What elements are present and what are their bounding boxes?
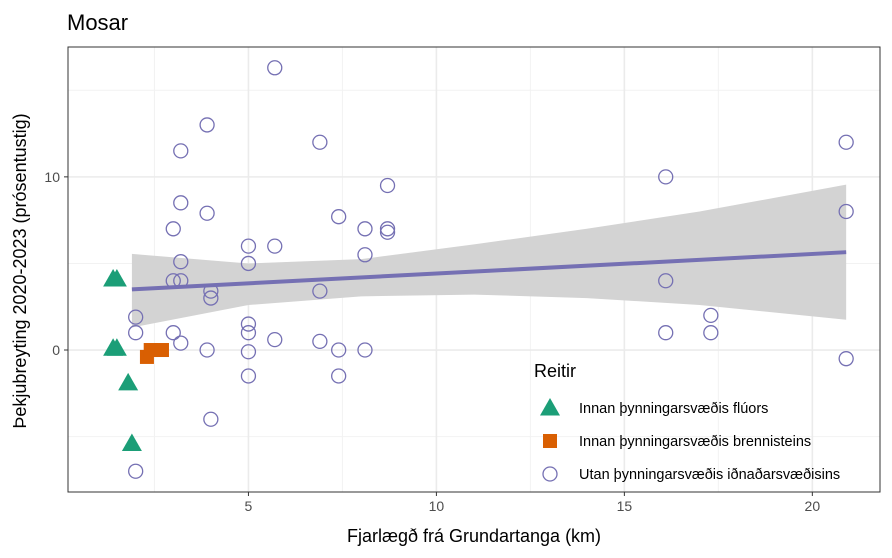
point-series-3 [199, 342, 215, 358]
point-series-3 [165, 325, 181, 341]
chart-title: Mosar [67, 10, 128, 35]
point-series-3 [240, 238, 257, 254]
legend-label-3: Utan þynningarsvæðis iðnaðarsvæðisins [579, 467, 840, 483]
point-series-3 [240, 325, 257, 341]
point-series-3 [312, 333, 328, 350]
point-series-3 [203, 283, 219, 299]
point-series-3 [838, 203, 854, 220]
point-series-3 [658, 273, 674, 289]
point-series-3 [240, 316, 257, 332]
point-series-3 [173, 195, 189, 211]
point-series-3 [379, 224, 396, 240]
point-series-3 [331, 342, 347, 358]
point-series-3 [267, 60, 283, 76]
point-series-3 [128, 463, 144, 479]
point-series-2 [154, 343, 169, 358]
point-series-1 [121, 433, 142, 452]
y-tick-label: 10 [44, 169, 60, 185]
x-axis-label: Fjarlægð frá Grundartanga (km) [347, 526, 601, 546]
point-series-3 [312, 283, 328, 299]
point-series-3 [658, 325, 674, 341]
point-series-3 [838, 134, 854, 150]
data-points [103, 60, 854, 479]
point-series-3 [331, 368, 347, 384]
point-series-3 [199, 205, 215, 221]
trend-line [131, 250, 847, 292]
plot-border [67, 46, 881, 493]
point-series-3 [240, 368, 257, 384]
point-series-2 [143, 343, 158, 358]
y-axis-label: Þekjubreyting 2020-2023 (prósentustig) [10, 113, 30, 428]
point-series-3 [379, 177, 396, 194]
point-series-3 [173, 273, 189, 289]
point-series-3 [203, 411, 219, 427]
trend-line-layer [131, 250, 847, 292]
point-series-3 [703, 307, 719, 324]
legend-key-1 [540, 398, 560, 416]
confidence-band-area [131, 184, 847, 328]
point-series-3 [240, 344, 257, 360]
point-series-3 [357, 247, 373, 263]
point-series-3 [128, 325, 144, 341]
point-series-3 [312, 134, 328, 150]
legend-label-1: Innan þynningarsvæðis flúors [579, 401, 768, 417]
point-series-3 [165, 221, 181, 237]
x-tick-label: 10 [429, 498, 445, 514]
point-series-3 [838, 351, 854, 367]
x-tick-label: 20 [805, 498, 821, 514]
point-series-3 [199, 117, 215, 133]
point-series-3 [267, 238, 283, 254]
point-series-3 [331, 209, 347, 225]
x-tick-label: 5 [245, 498, 253, 514]
legend-title: Reitir [534, 361, 576, 381]
point-series-3 [379, 221, 396, 237]
legend-label-2: Innan þynningarsvæðis brennisteins [579, 434, 811, 450]
axis-ticks: 5 10 15 20 0 10 [44, 169, 820, 514]
point-series-3 [357, 342, 373, 358]
y-tick-label: 0 [52, 342, 60, 358]
legend-key-3 [542, 466, 558, 482]
point-series-1 [106, 269, 127, 287]
point-series-3 [173, 143, 189, 159]
legend-key-2 [543, 434, 557, 448]
point-series-3 [165, 273, 181, 289]
point-series-1 [106, 338, 127, 356]
point-series-3 [658, 169, 674, 185]
point-series-3 [173, 254, 189, 270]
point-series-3 [203, 290, 219, 306]
point-series-3 [703, 325, 719, 341]
point-series-3 [128, 309, 144, 325]
point-series-3 [240, 255, 257, 272]
legend: Reitir Innan þynningarsvæðis flúors Innan… [534, 361, 840, 483]
point-series-3 [173, 335, 189, 351]
point-series-3 [267, 331, 283, 348]
point-series-3 [357, 221, 373, 237]
x-tick-label: 15 [617, 498, 633, 514]
point-series-1 [118, 372, 139, 391]
confidence-band [131, 184, 847, 328]
